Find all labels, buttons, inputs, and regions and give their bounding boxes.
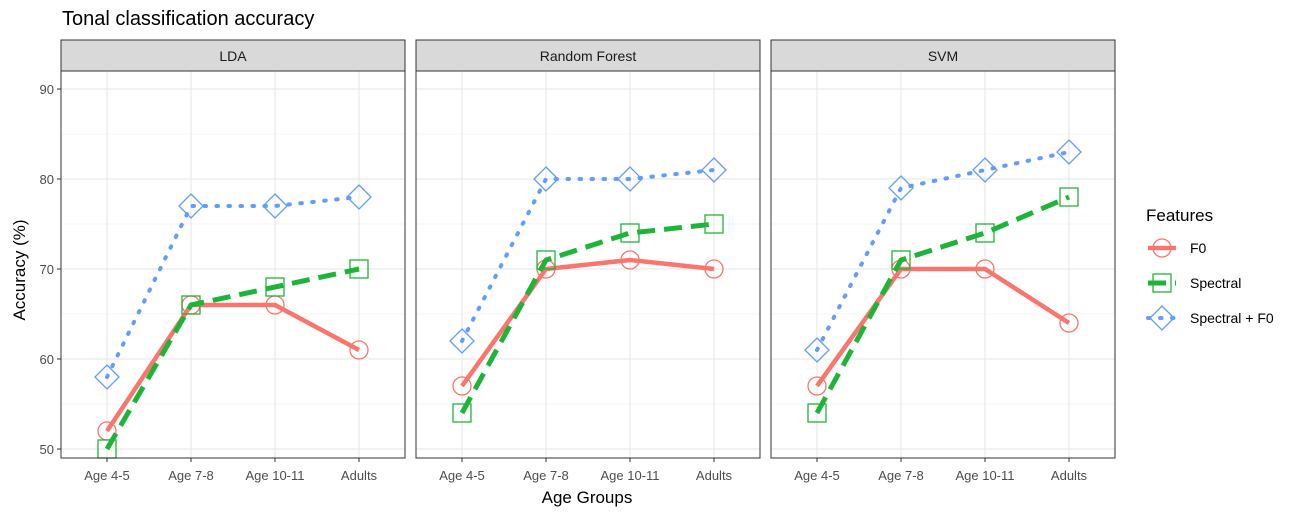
series-line-spectral-f0 [105,195,361,379]
data-point-spectral-f0 [1056,139,1082,165]
series-line-spectral-f0 [815,150,1071,352]
legend-label: F0 [1190,240,1207,256]
x-tick-label: Age 10-11 [955,468,1014,483]
panel-lda: LDA Age 4-5 Age 7-8 Age 10-11 Adults 50 60 70 80… [40,39,406,483]
x-tick-label: Age 7-8 [168,468,214,483]
data-point-spectral [1059,187,1079,207]
data-point-spectral [349,259,369,279]
data-point-f0 [807,376,827,396]
panel-background [61,71,405,458]
data-point-f0 [704,259,724,279]
data-point-spectral-f0 [346,184,372,210]
panel-strip-label: LDA [219,48,247,64]
data-point-f0 [1059,313,1079,333]
data-point-spectral [807,403,827,423]
chart-title: Tonal classification accuracy [62,8,314,30]
data-point-spectral-f0 [972,157,998,183]
legend-key-marker [1152,238,1172,258]
data-point-spectral-f0 [617,166,643,192]
legend-key-marker [1149,305,1175,331]
series-line-spectral [104,266,360,451]
data-point-spectral-f0 [262,193,288,219]
panel-svm: SVM Age 4-5 Age 7-8 Age 10-11 Adults [770,39,1116,483]
panel-strip [60,39,406,72]
data-point-spectral-f0 [888,175,914,201]
data-point-f0 [452,376,472,396]
data-point-spectral-f0 [533,166,559,192]
x-tick-label: Adults [1051,468,1088,483]
y-tick-label: 60 [40,352,54,367]
data-point-spectral-f0 [701,157,727,183]
data-point-spectral [265,277,285,297]
series-line-f0 [460,257,715,388]
legend-item-spectral: Spectral [1148,273,1241,293]
panel-strip [770,39,1116,72]
panel-strip-label: SVM [928,48,958,64]
data-point-spectral [181,295,201,315]
series-line-f0 [815,266,1071,388]
data-point-spectral [620,223,640,243]
panels: LDA Age 4-5 Age 7-8 Age 10-11 Adults 50 60 70 80… [40,39,1116,483]
legend-label: Spectral [1190,275,1241,291]
data-point-f0 [349,340,369,360]
x-tick-label: Age 10-11 [245,468,304,483]
legend-item-f0: F0 [1148,238,1207,258]
data-point-spectral [452,403,472,423]
data-point-spectral [704,214,724,234]
x-tick-label: Age 7-8 [523,468,569,483]
x-tick-label: Age 4-5 [439,468,485,483]
data-point-spectral [975,223,995,243]
data-point-f0 [975,259,995,279]
data-point-spectral-f0 [178,193,204,219]
data-point-f0 [620,250,640,270]
legend-title: Features [1146,206,1213,225]
data-point-spectral [891,250,911,270]
series-line-spectral [814,194,1070,415]
data-point-spectral [536,250,556,270]
legend-key-marker [1152,273,1172,293]
legend: Features F0 Spectral Spectral + F0 [1146,206,1274,331]
data-point-spectral-f0 [94,364,120,390]
data-point-spectral-f0 [449,328,475,354]
panel-background [771,71,1115,458]
legend-label: Spectral + F0 [1190,310,1274,326]
x-axis-title: Age Groups [542,488,633,507]
panel-random-forest: Random Forest Age 4-5 Age 7-8 Age 10-11 Adul… [415,39,761,483]
x-tick-label: Adults [696,468,733,483]
data-point-spectral-f0 [804,337,830,363]
panel-border [770,70,1116,459]
x-tick-label: Adults [341,468,378,483]
y-tick-label: 70 [40,262,54,277]
x-tick-label: Age 4-5 [794,468,840,483]
panel-strip-label: Random Forest [540,48,637,64]
panel-strip [415,39,761,72]
y-tick-label: 50 [40,442,54,457]
panel-border [60,70,406,459]
series-line-spectral [459,221,715,415]
y-tick-label: 90 [40,82,54,97]
legend-item-spectral-f0: Spectral + F0 [1146,305,1274,331]
panel-border [415,70,761,459]
series-line-f0 [105,302,361,433]
y-axis-title: Accuracy (%) [10,219,29,320]
y-tick-label: 80 [40,172,54,187]
x-tick-label: Age 10-11 [600,468,659,483]
x-tick-label: Age 7-8 [878,468,924,483]
x-tick-label: Age 4-5 [84,468,130,483]
